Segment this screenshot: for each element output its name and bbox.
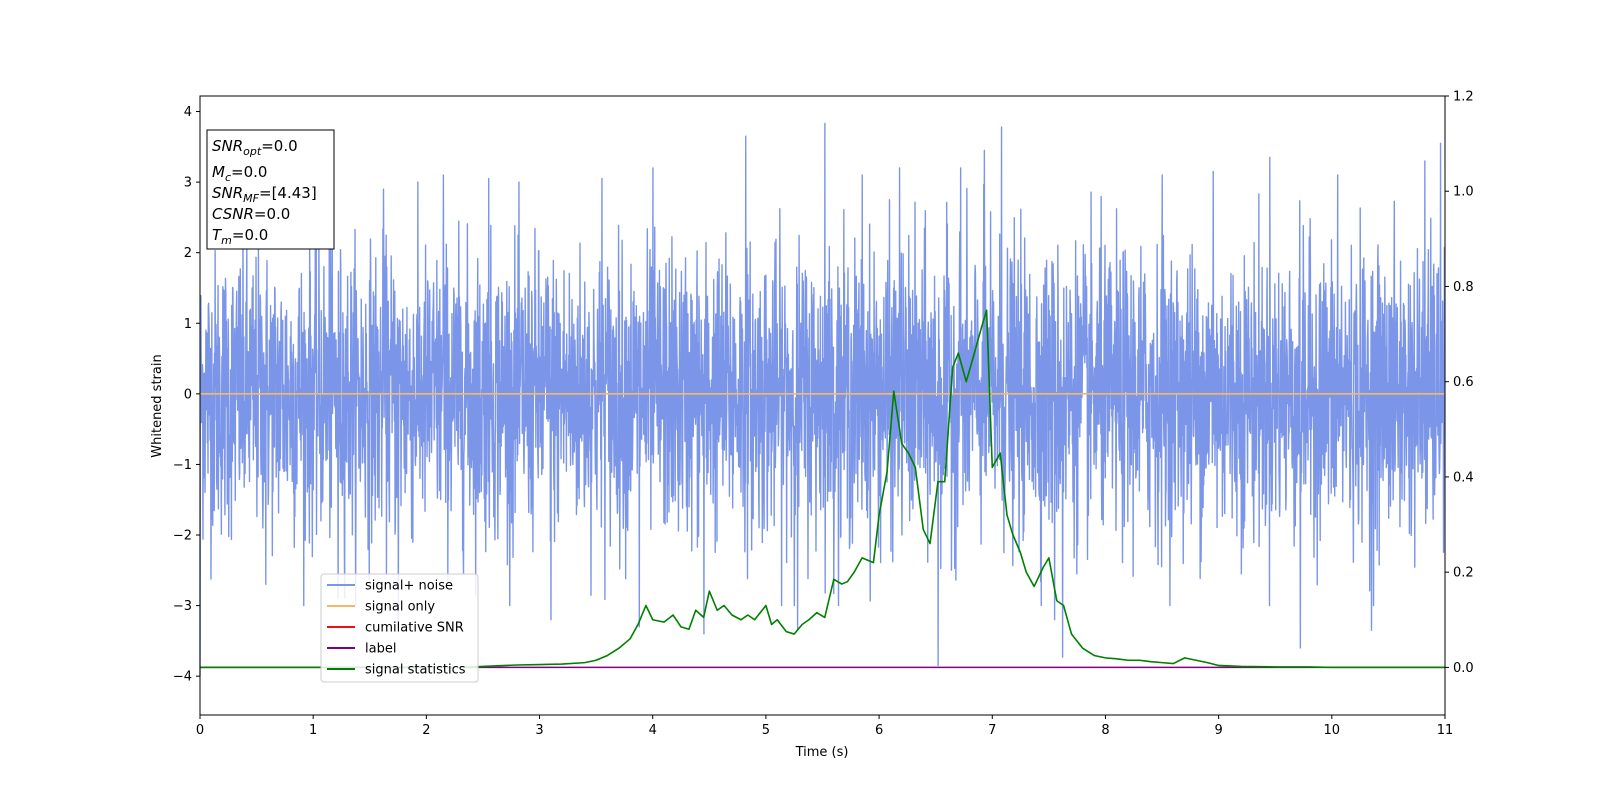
series-signal-statistics — [200, 309, 1445, 669]
series-signal-noise — [199, 122, 1446, 677]
y-tick-label: 2 — [184, 246, 192, 261]
legend-label-signal-statistics: signal statistics — [365, 663, 466, 678]
annotation-frame — [206, 129, 335, 250]
x-tick-label: 8 — [1101, 723, 1109, 738]
y2-tick-label: 0.4 — [1453, 470, 1474, 485]
legend-label-cumilative-snr: cumilative SNR — [365, 621, 464, 636]
legend-label-label: label — [365, 642, 396, 657]
annotation-snr-opt: SNRopt=0.0 — [212, 137, 298, 158]
legend-label-signal-only: signal only — [365, 600, 435, 615]
x-tick-label: 11 — [1437, 723, 1454, 738]
annotation-csnr: CSNR=0.0 — [212, 205, 290, 223]
x-tick-label: 10 — [1324, 723, 1341, 738]
x-tick-label: 4 — [649, 723, 657, 738]
y2-tick-label: 0.0 — [1453, 661, 1474, 676]
y2-tick-label: 0.8 — [1453, 280, 1474, 295]
x-tick-label: 7 — [988, 723, 996, 738]
legend-label-signal-noise: signal+ noise — [365, 579, 453, 594]
x-tick-label: 0 — [196, 723, 204, 738]
y2-tick-label: 1.0 — [1453, 185, 1474, 200]
annotation-box: SNRopt=0.0 Mc=0.0 SNRMF=[4.43] CSNR=0.0 … — [206, 129, 335, 250]
annotation-snr-mf: SNRMF=[4.43] — [212, 184, 317, 205]
x-tick-label: 5 — [762, 723, 770, 738]
y-tick-label: 0 — [184, 387, 192, 402]
annotation-chirp-mass: Mc=0.0 — [212, 163, 267, 184]
y2-tick-label: 0.2 — [1453, 566, 1474, 581]
x-tick-label: 3 — [535, 723, 543, 738]
x-tick-label: 6 — [875, 723, 883, 738]
y-tick-label: −2 — [173, 529, 192, 544]
y-tick-label: 3 — [184, 176, 192, 191]
y-tick-label: 4 — [184, 105, 192, 120]
y-tick-label: −4 — [173, 670, 192, 685]
y2-tick-label: 1.2 — [1453, 90, 1474, 105]
plot-frame — [199, 95, 1446, 716]
x-tick-label: 9 — [1214, 723, 1222, 738]
legend: signal+ noise signal only cumilative SNR la… — [320, 573, 479, 683]
annotation-tm: Tm=0.0 — [212, 226, 268, 247]
y-tick-label: 1 — [184, 317, 192, 332]
ticks-layer: 0 1 2 3 4 5 6 7 8 9 10 11 −4 −3 −2 −1 0 1 2 3 4 0.0 0.2 0.4 0.6 0… — [173, 90, 1474, 739]
x-tick-label: 1 — [309, 723, 317, 738]
x-axis-label: Time (s) — [795, 745, 849, 760]
y-axis-label: Whitened strain — [150, 354, 165, 457]
legend-frame — [320, 573, 479, 683]
x-tick-label: 2 — [422, 723, 430, 738]
y2-tick-label: 0.6 — [1453, 375, 1474, 390]
y-tick-label: −1 — [173, 458, 192, 473]
y-tick-label: −3 — [173, 599, 192, 614]
